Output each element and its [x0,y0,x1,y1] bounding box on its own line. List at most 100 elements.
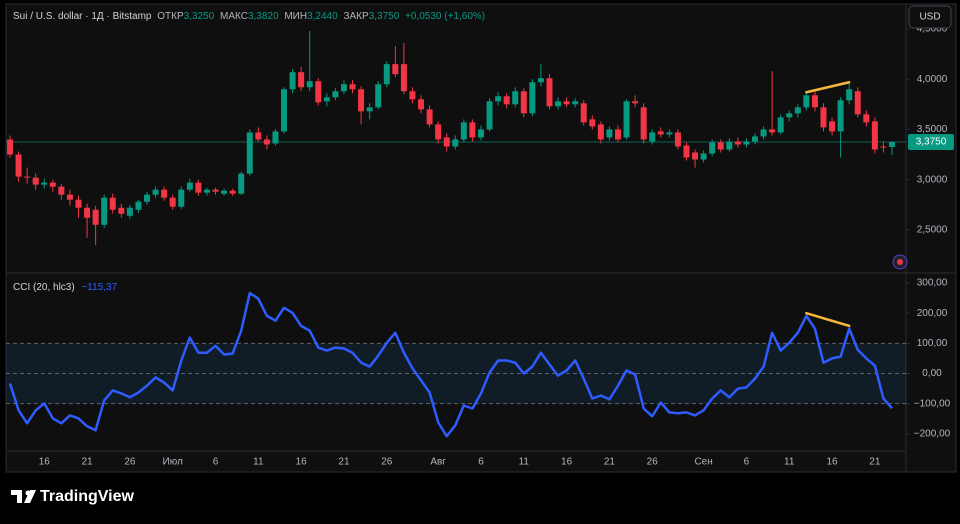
candle-body [649,132,656,142]
candle-body [837,100,844,132]
candle-body [298,72,305,88]
currency-label[interactable]: USD [919,12,940,23]
ohlc-value: 3,2440 [307,11,338,22]
candle-body [272,131,279,144]
candle-body [820,107,827,128]
y-tick-label: 3,5000 [917,124,948,135]
y-tick-label: 300,00 [917,278,948,289]
y-tick-label: 200,00 [917,308,948,319]
candle-body [786,113,793,118]
y-tick-label: 4,0000 [917,74,948,85]
candle-body [281,89,288,132]
candle-body [555,101,562,107]
y-tick-label: 2,5000 [917,224,948,235]
ohlc-value: 3,3820 [248,11,279,22]
candle-body [863,114,870,123]
candle-body [512,91,519,105]
candle-body [854,91,861,115]
candle-body [349,84,356,90]
x-tick-label: 16 [39,457,51,468]
candle-body [375,84,382,108]
x-tick-label: 16 [561,457,573,468]
candle-body [383,64,390,85]
candle-body [32,177,39,185]
candle-body [666,132,673,135]
candle-body [358,89,365,112]
candle-body [495,96,502,102]
candle-body [263,139,270,145]
badge-dot[interactable] [897,259,903,265]
x-tick-label: 16 [826,457,838,468]
x-tick-label: 16 [296,457,308,468]
candle-body [520,91,527,114]
brand-name: TradingView [40,488,135,505]
y-tick-label: −200,00 [914,428,951,439]
candle-body [717,142,724,150]
candle-body [41,182,48,185]
y-tick-label: 4,5000 [917,24,948,35]
candle-body [452,139,459,147]
indicator-title: CCI (20, hlc3) [13,282,75,293]
candle-body [846,89,853,101]
candle-body [674,132,681,147]
candle-body [726,141,733,150]
last-price-label: 3,3750 [916,137,947,148]
indicator-legend: CCI (20, hlc3) −115,37 [13,282,118,293]
currency-button[interactable] [908,5,952,29]
candle-body [889,141,895,147]
alert-badge[interactable] [892,254,908,270]
candle-body [811,95,818,108]
candle-body [49,182,56,187]
ohlc-value: 3,3750 [369,11,400,22]
candle-body [606,129,613,138]
candle-body [392,64,399,75]
candle-body [657,131,664,135]
x-tick-label: Сен [694,457,712,468]
candle-body [144,194,151,202]
x-tick-label: 6 [478,457,484,468]
symbol: Sui / U.S. dollar · 1Д · Bitstamp [13,11,152,22]
candle-body [640,107,647,140]
candle-body [289,72,296,90]
x-tick-label: 6 [213,457,219,468]
x-tick-label: 26 [124,457,136,468]
x-tick-label: 21 [82,457,94,468]
ohlc-label: ОТКР [157,11,184,22]
candle-body [255,132,262,140]
candle-body [751,136,758,142]
candle-body [529,82,536,114]
candle-body [769,129,776,133]
candle-body [203,189,210,193]
candle-body [24,176,31,178]
candle-body [178,189,185,207]
x-tick-label: 11 [253,457,264,468]
candle-body [66,194,73,200]
candle-body [435,124,442,140]
candle-body [460,122,467,140]
candle-body [709,142,716,154]
x-tick-label: 21 [338,457,350,468]
ohlc-value: 3,3250 [184,11,215,22]
candle-body [152,189,159,195]
brand-icon-dot [25,490,31,496]
candle-body [829,121,836,132]
candle-body [563,101,570,105]
y-tick-label: −100,00 [914,398,951,409]
candle-body [306,81,313,88]
candle-body [126,207,133,216]
candle-body [503,96,510,105]
candle-body [221,190,228,194]
x-tick-label: 21 [869,457,881,468]
x-tick-label: 21 [604,457,616,468]
candle-body [734,141,741,145]
y-tick-label: 3,0000 [917,174,948,185]
candle-body [246,132,253,174]
candle-body [803,95,810,108]
y-tick-label: 100,00 [917,338,948,349]
candle-body [880,146,887,148]
candle-body [794,107,801,114]
candle-body [580,103,587,123]
legend-header: Sui / U.S. dollar · 1Д · Bitstamp ОТКР3,… [13,11,485,22]
candle-body [760,129,767,137]
